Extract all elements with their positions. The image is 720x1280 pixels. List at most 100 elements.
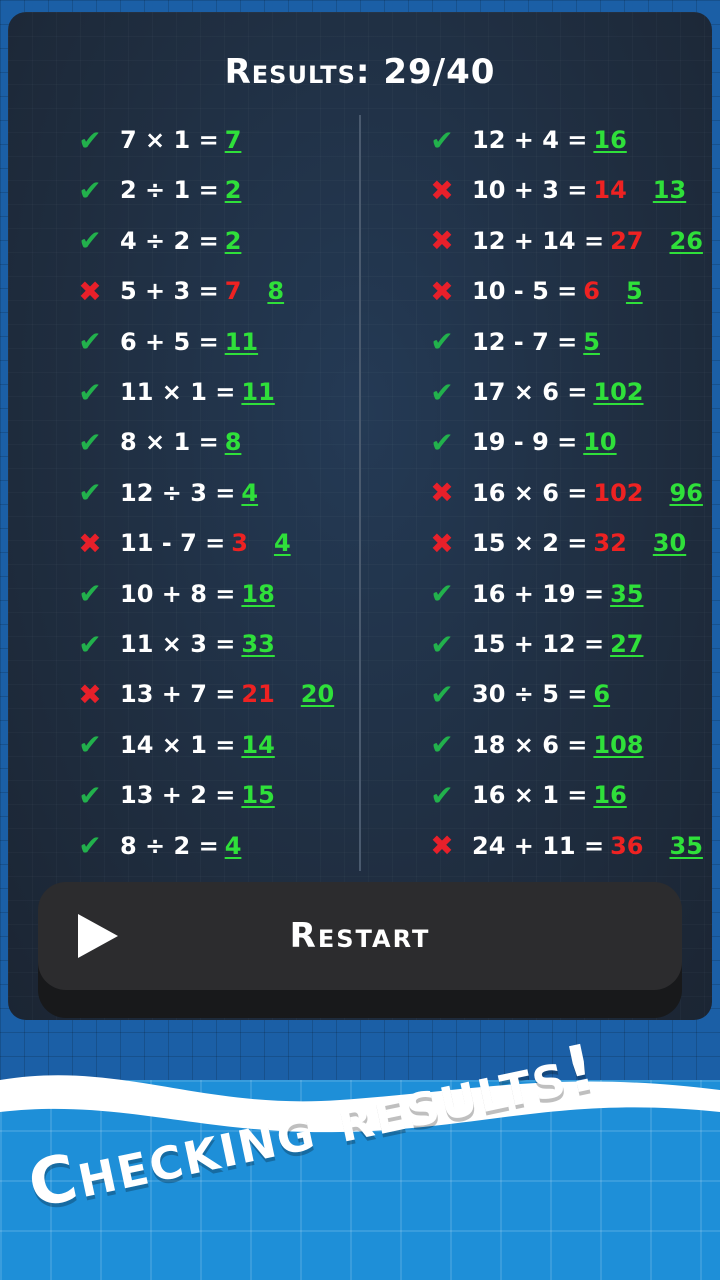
column-divider [359, 115, 361, 871]
given-answer: 15 [241, 781, 275, 810]
cross-icon: ✖ [430, 829, 454, 863]
result-row: ✔ 12 ÷ 3 = 4 [72, 473, 258, 513]
result-row: ✔ 12 - 7 = 5 [424, 322, 600, 362]
given-answer: 2 [224, 226, 242, 255]
given-answer: 27 [610, 226, 644, 255]
equation: 5 + 3 = [120, 277, 219, 306]
check-icon: ✔ [78, 375, 102, 409]
correct-answer: 4 [273, 529, 291, 558]
given-answer: 102 [593, 478, 644, 507]
correct-answer: 30 [652, 529, 687, 558]
equation: 4 ÷ 2 = [120, 226, 219, 255]
check-icon: ✔ [78, 425, 102, 459]
given-answer: 4 [241, 478, 259, 507]
restart-label: Restart [289, 916, 431, 956]
result-row: ✖ 16 × 6 = 102 96 [424, 473, 703, 513]
given-answer: 16 [593, 781, 627, 810]
result-row: ✖ 5 + 3 = 7 8 [72, 271, 284, 311]
result-row: ✔ 2 ÷ 1 = 2 [72, 170, 241, 210]
given-answer: 32 [593, 529, 627, 558]
cross-icon: ✖ [430, 476, 454, 510]
check-icon: ✔ [78, 476, 102, 510]
given-answer: 21 [241, 680, 275, 709]
equation: 12 + 4 = [472, 126, 588, 154]
result-row: ✖ 10 - 5 = 6 5 [424, 271, 643, 311]
result-row: ✔ 11 × 1 = 11 [72, 372, 275, 412]
check-icon: ✔ [430, 677, 454, 711]
equation: 19 - 9 = [472, 428, 578, 457]
given-answer: 4 [224, 831, 242, 860]
given-answer: 33 [241, 630, 275, 658]
check-icon: ✔ [78, 224, 102, 258]
equation: 16 × 6 = [472, 478, 588, 507]
given-answer: 14 [241, 730, 275, 759]
result-row: ✖ 10 + 3 = 14 13 [424, 170, 686, 210]
cross-icon: ✖ [430, 526, 454, 560]
given-answer: 18 [241, 579, 275, 608]
given-answer: 7 [224, 126, 242, 154]
equation: 18 × 6 = [472, 730, 588, 759]
equation: 10 - 5 = [472, 277, 578, 306]
cross-icon: ✖ [430, 173, 454, 207]
given-answer: 36 [610, 831, 644, 860]
check-icon: ✔ [78, 173, 102, 207]
result-row: ✔ 19 - 9 = 10 [424, 422, 617, 462]
wave-divider [0, 1075, 720, 1133]
restart-button[interactable]: Restart [38, 882, 682, 990]
given-answer: 35 [610, 579, 644, 608]
result-row: ✔ 18 × 6 = 108 [424, 725, 644, 765]
correct-answer: 20 [300, 680, 335, 709]
check-icon: ✔ [78, 728, 102, 762]
result-row: ✔ 16 + 19 = 35 [424, 574, 644, 614]
result-row: ✔ 7 × 1 = 7 [72, 120, 241, 160]
given-answer: 7 [224, 277, 242, 306]
equation: 15 × 2 = [472, 529, 588, 558]
result-row: ✔ 30 ÷ 5 = 6 [424, 674, 610, 714]
result-row: ✔ 15 + 12 = 27 [424, 624, 643, 664]
check-icon: ✔ [78, 627, 102, 661]
correct-answer: 13 [652, 176, 687, 205]
equation: 13 + 7 = [120, 680, 236, 709]
cross-icon: ✖ [78, 526, 102, 560]
check-icon: ✔ [430, 728, 454, 762]
equation: 8 ÷ 2 = [120, 831, 219, 860]
given-answer: 16 [593, 126, 627, 154]
result-row: ✔ 12 + 4 = 16 [424, 120, 627, 160]
result-row: ✔ 4 ÷ 2 = 2 [72, 221, 241, 261]
equation: 10 + 8 = [120, 579, 236, 608]
check-icon: ✔ [78, 325, 102, 359]
equation: 11 × 1 = [120, 378, 236, 406]
given-answer: 11 [241, 378, 275, 406]
given-answer: 3 [231, 529, 248, 558]
cross-icon: ✖ [430, 224, 454, 258]
equation: 6 + 5 = [120, 327, 219, 356]
check-icon: ✔ [430, 123, 454, 157]
correct-answer: 26 [669, 226, 703, 255]
results-title: Results: 29/40 [224, 52, 496, 92]
result-row: ✖ 15 × 2 = 32 30 [424, 523, 686, 563]
given-answer: 108 [593, 730, 644, 759]
given-answer: 14 [593, 176, 627, 205]
equation: 12 + 14 = [472, 226, 605, 255]
equation: 12 - 7 = [472, 327, 578, 356]
check-icon: ✔ [430, 425, 454, 459]
correct-answer: 5 [625, 277, 643, 306]
check-icon: ✔ [430, 778, 454, 812]
equation: 16 + 19 = [472, 579, 605, 608]
result-row: ✖ 11 - 7 = 3 4 [72, 523, 291, 563]
result-row: ✔ 10 + 8 = 18 [72, 574, 275, 614]
given-answer: 6 [583, 277, 600, 306]
equation: 30 ÷ 5 = [472, 680, 588, 709]
result-row: ✔ 17 × 6 = 102 [424, 372, 643, 412]
check-icon: ✔ [430, 627, 454, 661]
check-icon: ✔ [78, 778, 102, 812]
equation: 2 ÷ 1 = [120, 176, 219, 205]
equation: 12 ÷ 3 = [120, 478, 236, 507]
given-answer: 10 [583, 428, 617, 457]
check-icon: ✔ [78, 829, 102, 863]
equation: 13 + 2 = [120, 781, 236, 810]
play-icon [78, 914, 118, 958]
given-answer: 6 [593, 680, 611, 709]
correct-answer: 35 [669, 831, 703, 860]
equation: 11 - 7 = [120, 529, 226, 558]
